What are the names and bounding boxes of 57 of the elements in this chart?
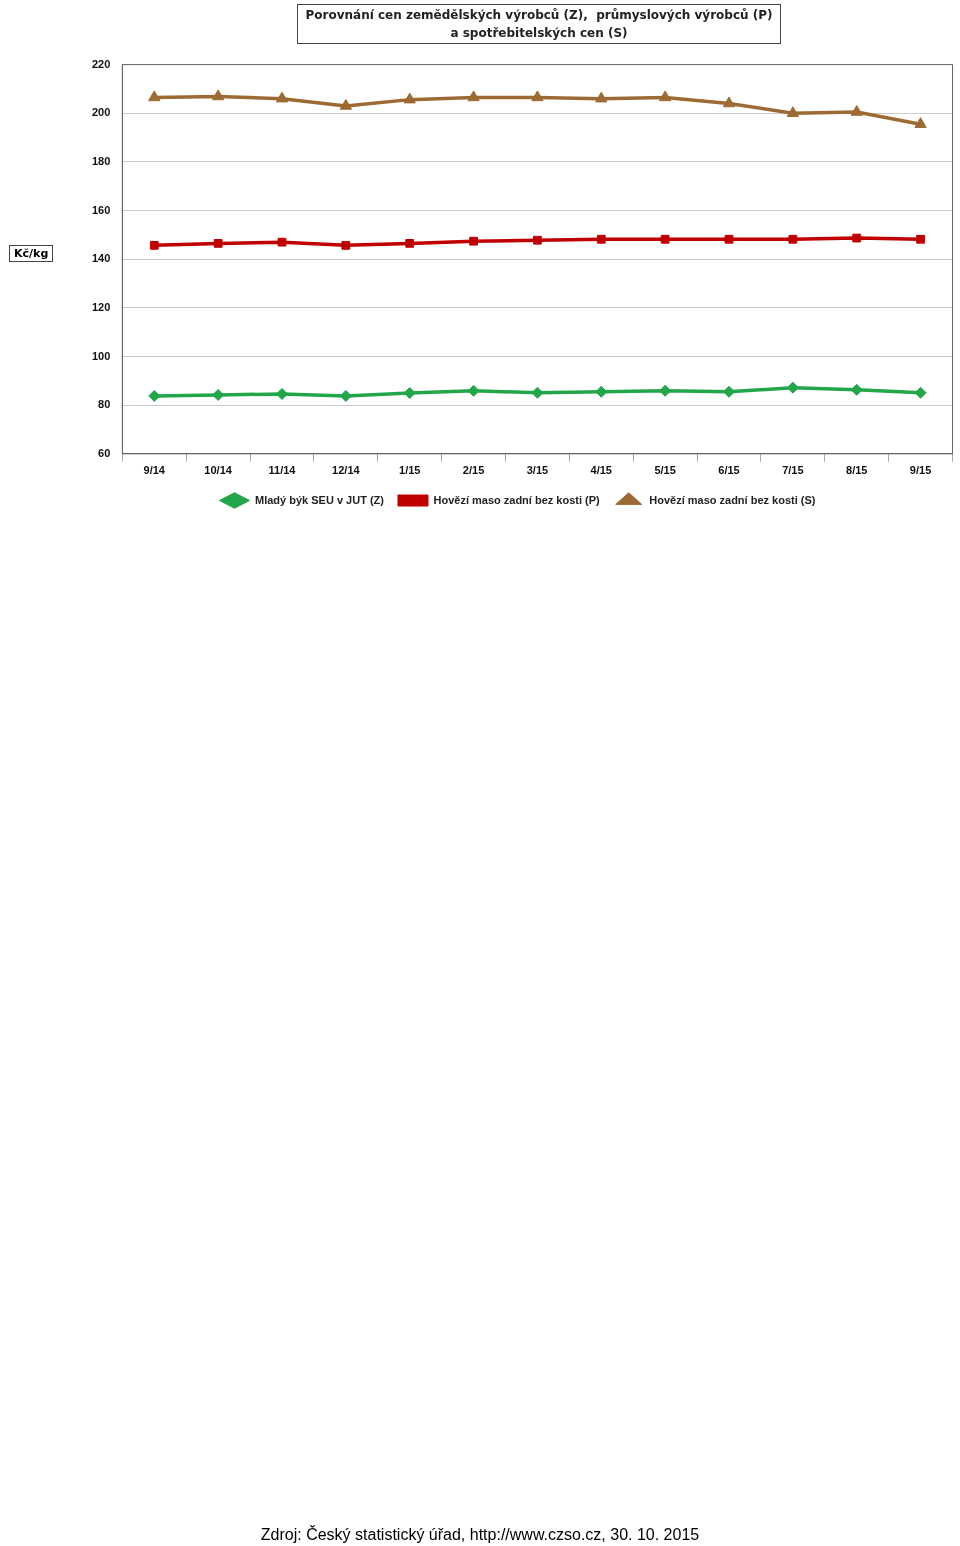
x-tick-label: 9/14 (143, 464, 166, 477)
x-tick-label: 7/15 (782, 464, 804, 477)
x-tick-label: 11/14 (268, 464, 297, 477)
point (276, 387, 288, 400)
point (467, 384, 480, 397)
point (341, 240, 351, 250)
x-tick-label: 4/15 (590, 464, 612, 477)
y-tick-label: 120 (91, 300, 111, 313)
point (148, 90, 161, 102)
legend-label: Hovězí maso zadní bez kosti (P) (433, 493, 601, 506)
chart-title: Porovnání cen zemědělských výrobců (Z), průmyslových výrobců (P) a spotřebitelských cen (S) (297, 4, 781, 44)
point (469, 236, 478, 246)
point (212, 89, 225, 101)
point (916, 234, 925, 244)
point (724, 234, 734, 244)
y-tick-label: 100 (91, 349, 111, 362)
point (788, 234, 798, 244)
legend-label: Hovězí maso zadní bez kosti (S) (649, 493, 816, 506)
x-tick-label: 9/15 (909, 464, 932, 477)
point (403, 92, 416, 104)
point (533, 235, 542, 245)
point (786, 106, 799, 117)
x-tick-label: 8/15 (846, 464, 868, 477)
point (660, 234, 670, 244)
y-tick-label: 80 (98, 398, 111, 411)
y-tick-label: 160 (91, 203, 111, 216)
point (213, 239, 223, 248)
point (531, 90, 544, 102)
point (596, 234, 606, 244)
x-tick-label: 5/15 (654, 464, 676, 477)
y-tick-label: 60 (98, 446, 111, 459)
y-axis-title: Kč/kg (9, 245, 54, 262)
y-tick-label: 140 (91, 252, 111, 265)
point (914, 117, 927, 128)
point (723, 385, 735, 398)
legend-label: Mladý býk SEU v JUT (Z) (255, 493, 385, 506)
x-tick-label: 10/14 (204, 464, 233, 477)
point (659, 90, 672, 102)
text: Zdroj: Český statistický úřad, http://www.czso.cz, 30. 10. 2015 (259, 1526, 701, 1544)
point (850, 105, 863, 116)
point (467, 90, 480, 102)
x-tick-label: 1/15 (399, 464, 421, 477)
x-tick-label: 3/15 (526, 464, 549, 477)
x-tick-label: 12/14 (332, 464, 361, 477)
point (277, 237, 287, 247)
point (405, 239, 415, 248)
x-tick-label: 6/15 (718, 464, 740, 477)
point (339, 98, 352, 110)
point (149, 240, 159, 250)
point (852, 233, 862, 243)
point (275, 91, 289, 103)
y-tick-label: 180 (91, 154, 111, 167)
y-tick-label: 220 (91, 57, 111, 70)
point (595, 91, 608, 103)
y-tick-label: 200 (91, 106, 111, 119)
point (722, 96, 736, 108)
x-tick-label: 2/15 (462, 464, 485, 477)
